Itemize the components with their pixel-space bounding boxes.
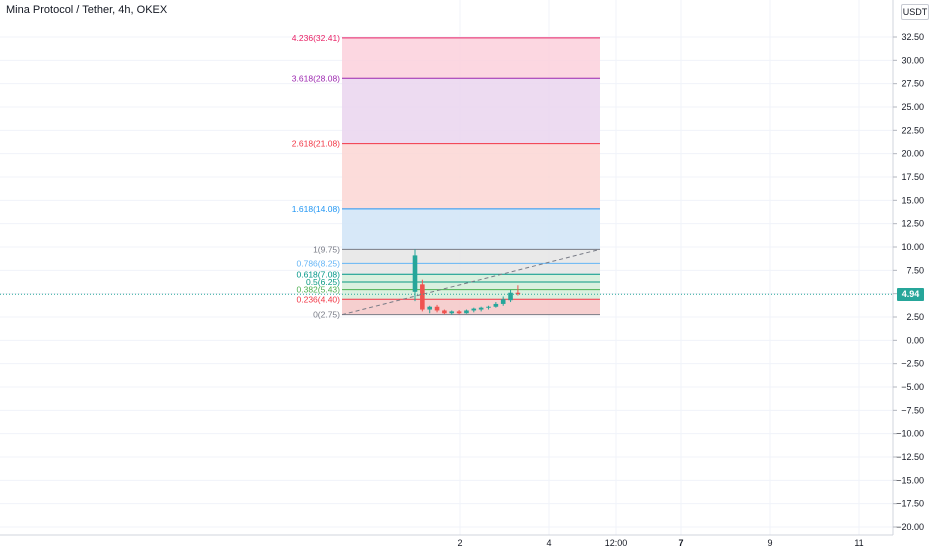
candle-body	[471, 308, 477, 311]
candle-body	[478, 307, 484, 310]
candle-body	[420, 284, 425, 310]
candle	[464, 309, 469, 314]
fib-zone	[342, 263, 600, 275]
fib-level-label: 1(9.75)	[313, 244, 340, 254]
candle	[449, 310, 455, 315]
fib-level-label: 1.618(14.08)	[292, 204, 340, 214]
candle	[412, 249, 418, 302]
price-tick-label: 25.00	[901, 102, 924, 112]
price-tick-label: −12.50	[896, 452, 924, 462]
candle	[486, 305, 491, 310]
fibonacci-retracement[interactable]	[342, 37, 600, 315]
price-tick-label: 7.50	[906, 265, 924, 275]
candle	[500, 296, 506, 306]
currency-button[interactable]: USDT	[901, 4, 929, 20]
time-tick-label: 7	[678, 538, 683, 548]
candle-body	[456, 311, 462, 314]
price-tick-label: 2.50	[906, 312, 924, 322]
price-tick-label: 0.00	[906, 335, 924, 345]
candle	[478, 306, 484, 312]
fib-level-label: 0.236(4.40)	[297, 294, 341, 304]
candle-body	[493, 303, 499, 307]
fib-zone	[342, 274, 600, 282]
price-axis[interactable]: 32.50 30.00 27.50 25.00 22.50 20.00 17.50 15.00…	[892, 0, 924, 535]
candle	[434, 304, 440, 313]
fib-zone	[342, 299, 600, 315]
price-tick-label: −7.50	[901, 405, 924, 415]
price-tick-label: 17.50	[901, 172, 924, 182]
candle	[456, 310, 462, 315]
fibonacci-level-labels: 0(2.75)0.236(4.40)0.382(5.43)0.5(6.25)0.…	[292, 33, 340, 320]
candle	[508, 289, 513, 303]
candle-body	[500, 299, 506, 304]
candle	[515, 285, 521, 296]
candle-body	[515, 292, 521, 295]
candle-body	[434, 306, 440, 311]
price-tick-label: −2.50	[901, 359, 924, 369]
price-tick-label: 32.50	[901, 32, 924, 42]
fib-level-label: 4.236(32.41)	[292, 33, 340, 43]
grid	[0, 0, 893, 535]
candle-body	[486, 306, 491, 308]
time-tick-label: 9	[767, 538, 772, 548]
fib-zone	[342, 37, 600, 79]
price-tick-label: −15.00	[896, 475, 924, 485]
candle	[471, 307, 477, 313]
fibonacci-level-lines	[342, 37, 600, 316]
price-tick-label: 30.00	[901, 55, 924, 65]
fib-level-label: 0.5(6.25)	[306, 277, 340, 287]
trend-line	[341, 248, 601, 316]
candle	[493, 302, 499, 308]
fib-level-label: 3.618(28.08)	[292, 73, 340, 83]
fib-level-label: 0.618(7.08)	[297, 269, 341, 279]
candle	[427, 305, 432, 314]
candlestick-series	[412, 249, 521, 315]
fib-zone	[342, 208, 600, 250]
price-tick-label: −20.00	[896, 522, 924, 532]
price-tick-label: −17.50	[896, 499, 924, 509]
price-tick-label: 12.50	[901, 219, 924, 229]
trend-line-dashed	[341, 248, 601, 316]
price-tick-label: −5.00	[901, 382, 924, 392]
candle-body	[427, 306, 432, 310]
price-tick-label: 22.50	[901, 125, 924, 135]
time-tick-label: 12:00	[605, 538, 628, 548]
price-tick-label: −10.00	[896, 429, 924, 439]
fib-level-label: 0.786(8.25)	[297, 258, 341, 268]
time-axis[interactable]: 2 4 12:00 7 9 11	[0, 534, 893, 548]
candle	[442, 309, 447, 315]
price-tick-label: 10.00	[901, 242, 924, 252]
candle-body	[508, 292, 513, 301]
fib-zone	[342, 143, 600, 209]
time-tick-label: 11	[854, 538, 863, 548]
fib-zone	[342, 78, 600, 144]
candle-body	[449, 311, 455, 314]
candle-body	[412, 255, 418, 292]
current-price-badge: 4.94	[897, 288, 924, 301]
fib-level-label: 0(2.75)	[313, 310, 340, 320]
price-tick-label: 27.50	[901, 79, 924, 89]
fib-zone	[342, 249, 600, 264]
candle	[420, 279, 425, 312]
price-tick-label: 15.00	[901, 195, 924, 205]
fib-level-label: 0.382(5.43)	[297, 285, 341, 295]
chart-title: Mina Protocol / Tether, 4h, OKEX	[6, 4, 168, 16]
candle-body	[442, 310, 447, 314]
time-tick-label: 2	[457, 538, 462, 548]
fib-zone	[342, 282, 600, 290]
candle-body	[464, 310, 469, 314]
price-tick-label: 20.00	[901, 149, 924, 159]
fib-level-label: 2.618(21.08)	[292, 139, 340, 149]
time-tick-label: 4	[546, 538, 551, 548]
